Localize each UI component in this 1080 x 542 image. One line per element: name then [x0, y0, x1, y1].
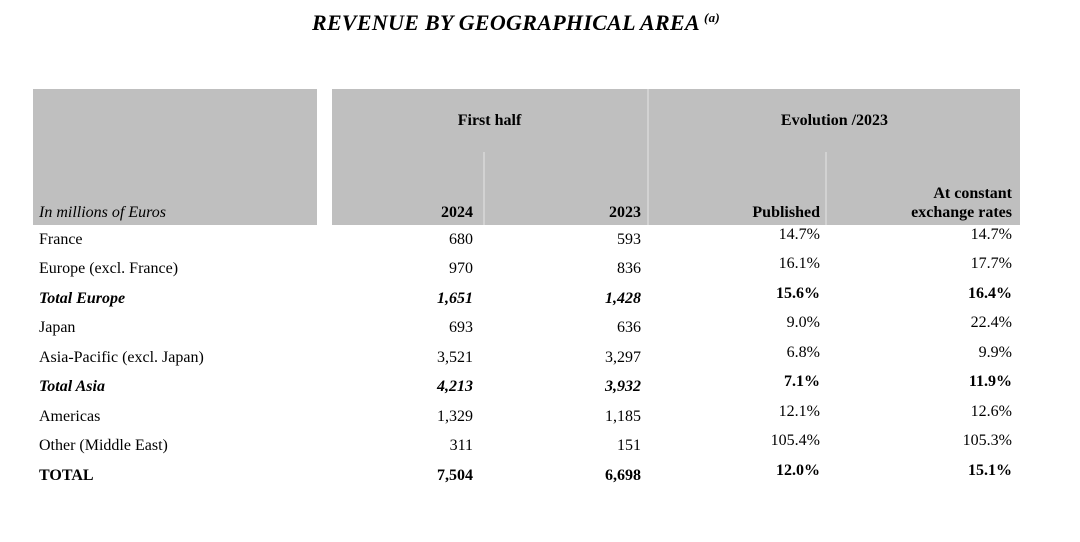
revenue-table: In millions of Euros First half Evolutio…	[33, 89, 1020, 491]
column-header-constant-fx: At constant exchange rates	[825, 152, 1020, 225]
evolution-constant-fx: 105.3%	[962, 432, 1012, 450]
evolution-published: 9.0%	[786, 314, 820, 332]
column-group-first-half: First half	[332, 89, 647, 152]
evolution-constant-fx: 16.4%	[968, 284, 1012, 302]
evolution-published: 12.0%	[776, 461, 820, 479]
value-2024: 3,521	[437, 348, 473, 366]
evolution-published: 14.7%	[778, 225, 820, 243]
evolution-constant-fx: 12.6%	[970, 402, 1012, 420]
column-header-2023: 2023	[483, 152, 647, 225]
row-label: TOTAL	[39, 466, 94, 484]
table-row-france: France 680 593 14.7% 14.7%	[33, 225, 1020, 255]
value-2024: 693	[449, 319, 473, 337]
evolution-constant-fx: 11.9%	[968, 373, 1012, 391]
value-2024: 680	[449, 230, 473, 248]
row-label: Other (Middle East)	[39, 437, 168, 455]
evolution-published: 15.6%	[776, 284, 820, 302]
column-gap	[317, 89, 332, 225]
table-row-total-europe: Total Europe 1,651 1,428 15.6% 16.4%	[33, 284, 1020, 314]
page-title: REVENUE BY GEOGRAPHICAL AREA (a)	[0, 10, 1032, 36]
value-2024: 1,329	[437, 407, 473, 425]
row-label: Europe (excl. France)	[39, 260, 179, 278]
table-body: France 680 593 14.7% 14.7% Europe (excl.…	[33, 225, 1020, 491]
row-label: Asia-Pacific (excl. Japan)	[39, 348, 204, 366]
table-row-other-middle-east: Other (Middle East) 311 151 105.4% 105.3…	[33, 432, 1020, 462]
evolution-published: 6.8%	[786, 343, 820, 361]
column-group-evolution: Evolution /2023	[647, 89, 1020, 152]
unit-label: In millions of Euros	[33, 89, 317, 225]
value-2023: 636	[617, 319, 641, 337]
row-label: Japan	[39, 319, 76, 337]
value-2024: 970	[449, 260, 473, 278]
evolution-constant-fx: 14.7%	[970, 225, 1012, 243]
evolution-published: 16.1%	[778, 255, 820, 273]
table-row-japan: Japan 693 636 9.0% 22.4%	[33, 314, 1020, 344]
row-label: Americas	[39, 407, 101, 425]
evolution-constant-fx: 9.9%	[978, 343, 1012, 361]
value-2023: 6,698	[605, 466, 641, 484]
value-2023: 1,428	[605, 289, 641, 307]
evolution-constant-fx: 15.1%	[968, 461, 1012, 479]
evolution-constant-fx: 22.4%	[970, 314, 1012, 332]
value-2024: 311	[449, 437, 473, 455]
value-2024: 7,504	[437, 466, 473, 484]
value-2023: 593	[617, 230, 641, 248]
table-row-total: TOTAL 7,504 6,698 12.0% 15.1%	[33, 461, 1020, 491]
table-header: In millions of Euros First half Evolutio…	[33, 89, 1020, 225]
value-2023: 836	[617, 260, 641, 278]
page-title-text: REVENUE BY GEOGRAPHICAL AREA	[311, 10, 700, 35]
table-row-asia-pacific-excl-japan: Asia-Pacific (excl. Japan) 3,521 3,297 6…	[33, 343, 1020, 373]
value-2023: 3,932	[605, 378, 641, 396]
table-row-americas: Americas 1,329 1,185 12.1% 12.6%	[33, 402, 1020, 432]
evolution-published: 7.1%	[784, 373, 820, 391]
table-row-total-asia: Total Asia 4,213 3,932 7.1% 11.9%	[33, 373, 1020, 403]
row-label: Total Asia	[39, 378, 105, 396]
row-label: Total Europe	[39, 289, 126, 307]
table-row-europe-excl-france: Europe (excl. France) 970 836 16.1% 17.7…	[33, 255, 1020, 285]
evolution-published: 105.4%	[770, 432, 820, 450]
value-2023: 3,297	[605, 348, 641, 366]
value-2024: 4,213	[437, 378, 473, 396]
column-header-published: Published	[647, 152, 825, 225]
row-label: France	[39, 230, 83, 248]
evolution-published: 12.1%	[778, 402, 820, 420]
evolution-constant-fx: 17.7%	[970, 255, 1012, 273]
value-2023: 1,185	[605, 407, 641, 425]
value-2023: 151	[617, 437, 641, 455]
column-header-2024: 2024	[332, 152, 483, 225]
title-footnote-marker: (a)	[703, 10, 721, 25]
value-2024: 1,651	[437, 289, 473, 307]
